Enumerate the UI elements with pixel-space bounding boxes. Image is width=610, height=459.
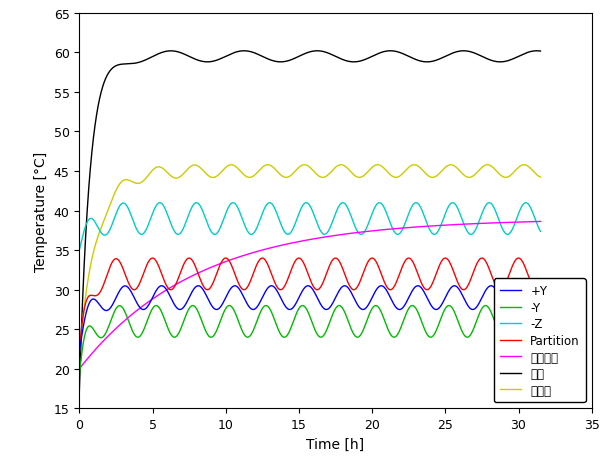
X-axis label: Time [h]: Time [h]: [306, 437, 365, 451]
Y-axis label: Temperature [°C]: Temperature [°C]: [34, 151, 48, 271]
Legend: +Y, -Y, -Z, Partition, バッテリ, 無線, ボード: +Y, -Y, -Z, Partition, バッテリ, 無線, ボード: [493, 279, 586, 403]
